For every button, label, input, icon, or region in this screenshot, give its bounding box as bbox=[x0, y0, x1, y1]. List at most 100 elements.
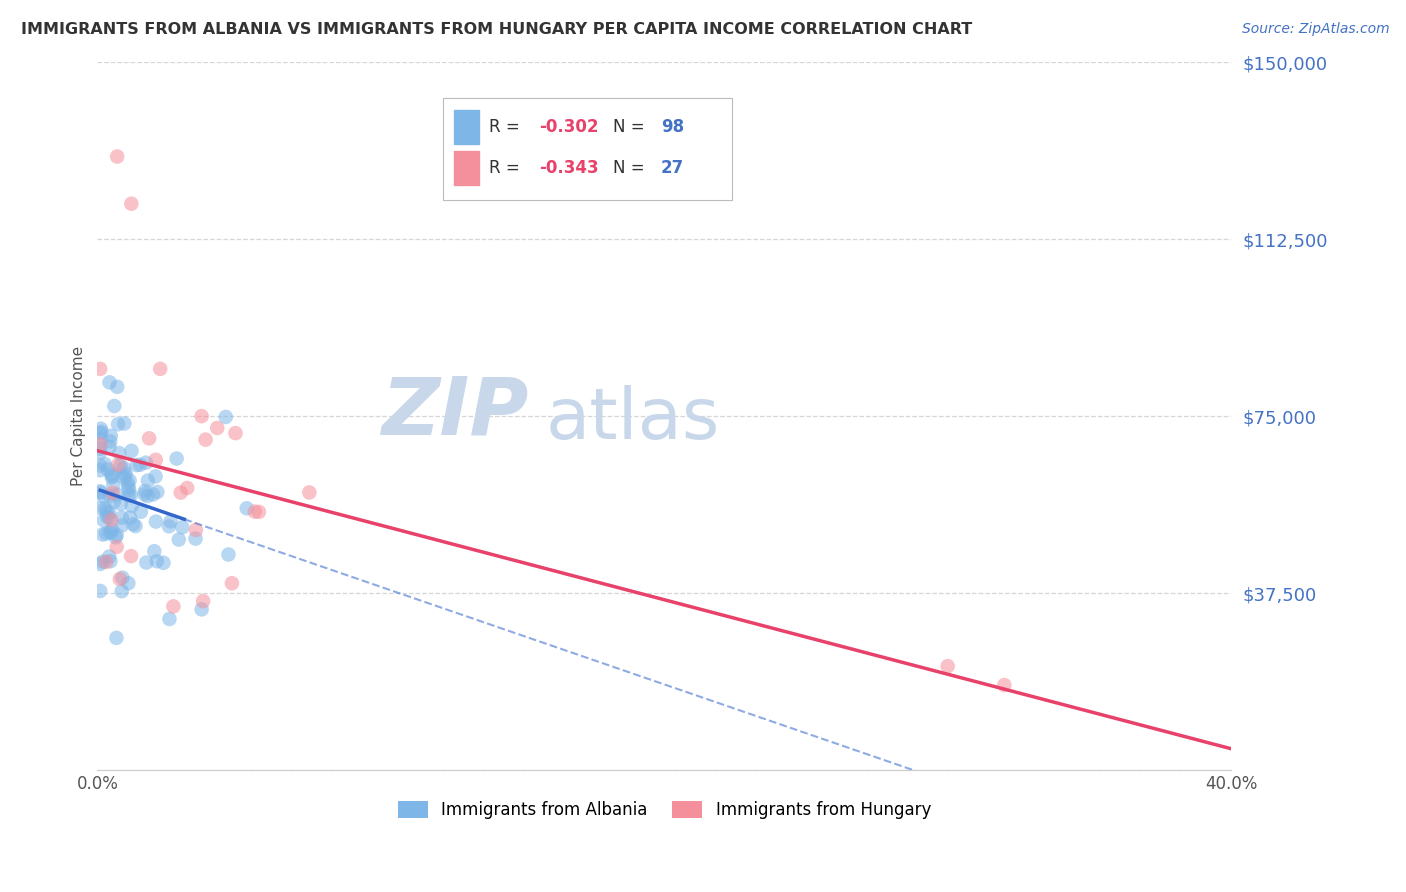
Point bbox=[143, 544, 166, 558]
Point bbox=[166, 451, 188, 466]
Text: -0.343: -0.343 bbox=[540, 160, 599, 178]
Point bbox=[90, 425, 112, 439]
Point bbox=[112, 417, 135, 431]
Point bbox=[221, 576, 243, 591]
Text: N =: N = bbox=[613, 160, 650, 178]
Point bbox=[146, 554, 169, 568]
Point bbox=[191, 594, 214, 608]
Point bbox=[120, 196, 142, 211]
Point bbox=[103, 399, 125, 413]
Text: 98: 98 bbox=[661, 119, 683, 136]
Point bbox=[235, 501, 257, 516]
Point bbox=[105, 149, 128, 163]
Point bbox=[134, 487, 156, 501]
Point bbox=[108, 446, 131, 460]
Point bbox=[167, 533, 190, 547]
Point bbox=[94, 555, 117, 569]
Point bbox=[120, 488, 142, 502]
Point bbox=[176, 481, 198, 495]
Point bbox=[98, 525, 121, 540]
Point bbox=[100, 525, 122, 540]
Point bbox=[124, 519, 146, 533]
Point bbox=[120, 549, 142, 563]
Point bbox=[103, 495, 125, 509]
Point bbox=[138, 431, 160, 445]
Point bbox=[100, 554, 122, 568]
Point bbox=[190, 409, 212, 424]
Point bbox=[105, 488, 128, 502]
Point bbox=[105, 528, 128, 542]
Point bbox=[93, 489, 115, 503]
Text: R =: R = bbox=[488, 160, 524, 178]
Text: ZIP: ZIP bbox=[381, 374, 529, 451]
Point bbox=[117, 489, 139, 503]
Point bbox=[89, 426, 111, 441]
Point bbox=[107, 417, 129, 432]
Point bbox=[94, 526, 117, 541]
Point bbox=[112, 470, 135, 484]
Text: IMMIGRANTS FROM ALBANIA VS IMMIGRANTS FROM HUNGARY PER CAPITA INCOME CORRELATION: IMMIGRANTS FROM ALBANIA VS IMMIGRANTS FR… bbox=[21, 22, 973, 37]
Point bbox=[94, 501, 117, 516]
Point bbox=[101, 486, 124, 500]
Point bbox=[111, 518, 134, 533]
Point bbox=[98, 549, 121, 564]
FancyBboxPatch shape bbox=[454, 111, 479, 145]
FancyBboxPatch shape bbox=[443, 97, 733, 200]
Point bbox=[129, 458, 152, 472]
Point bbox=[96, 503, 118, 517]
Point bbox=[103, 478, 125, 492]
Point bbox=[111, 584, 134, 599]
Point bbox=[91, 527, 114, 541]
Point bbox=[105, 380, 128, 394]
Point bbox=[159, 515, 181, 529]
Point bbox=[120, 510, 142, 524]
Point bbox=[89, 458, 111, 473]
Legend: Immigrants from Albania, Immigrants from Hungary: Immigrants from Albania, Immigrants from… bbox=[391, 794, 938, 825]
Point bbox=[100, 513, 122, 527]
Text: 27: 27 bbox=[661, 160, 685, 178]
Point bbox=[117, 480, 139, 494]
Point bbox=[90, 422, 112, 436]
Point bbox=[149, 362, 172, 376]
Point bbox=[114, 467, 136, 481]
FancyBboxPatch shape bbox=[454, 152, 479, 186]
Y-axis label: Per Capita Income: Per Capita Income bbox=[72, 346, 86, 486]
Point bbox=[101, 523, 124, 537]
Point bbox=[190, 602, 212, 616]
Point bbox=[121, 443, 143, 458]
Point bbox=[207, 421, 229, 435]
Point bbox=[215, 409, 238, 424]
Point bbox=[145, 452, 167, 467]
Point bbox=[122, 517, 145, 532]
Point bbox=[90, 432, 112, 446]
Point bbox=[111, 571, 134, 585]
Point bbox=[98, 506, 121, 520]
Point bbox=[110, 458, 132, 473]
Point bbox=[159, 612, 181, 626]
Point bbox=[89, 463, 111, 477]
Point bbox=[136, 474, 159, 488]
Point bbox=[108, 572, 131, 586]
Point bbox=[142, 487, 165, 501]
Text: N =: N = bbox=[613, 119, 650, 136]
Point bbox=[118, 474, 141, 488]
Text: atlas: atlas bbox=[546, 385, 720, 454]
Point bbox=[89, 445, 111, 459]
Point bbox=[129, 505, 152, 519]
Point bbox=[936, 659, 959, 673]
Point bbox=[107, 458, 129, 472]
Point bbox=[114, 469, 136, 483]
Point bbox=[89, 501, 111, 516]
Point bbox=[172, 520, 194, 534]
Point bbox=[112, 461, 135, 475]
Point bbox=[145, 469, 167, 483]
Point bbox=[98, 510, 121, 524]
Text: Source: ZipAtlas.com: Source: ZipAtlas.com bbox=[1241, 22, 1389, 37]
Point bbox=[96, 509, 118, 524]
Point bbox=[110, 497, 132, 511]
Point bbox=[125, 458, 148, 472]
Point bbox=[993, 678, 1015, 692]
Text: -0.302: -0.302 bbox=[540, 119, 599, 136]
Point bbox=[157, 519, 180, 533]
Point bbox=[98, 376, 121, 390]
